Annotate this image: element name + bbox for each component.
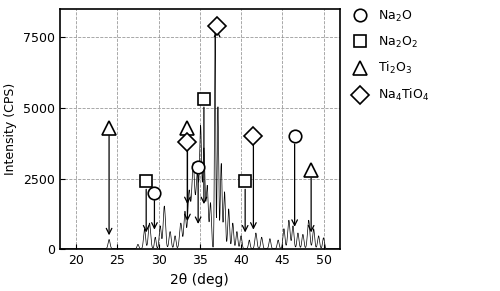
Y-axis label: Intensity (CPS): Intensity (CPS) (4, 83, 17, 175)
X-axis label: 2θ (deg): 2θ (deg) (170, 273, 229, 287)
Legend: Na$_2$O, Na$_2$O$_2$, Ti$_2$O$_3$, Na$_4$TiO$_4$: Na$_2$O, Na$_2$O$_2$, Ti$_2$O$_3$, Na$_4… (343, 4, 434, 108)
